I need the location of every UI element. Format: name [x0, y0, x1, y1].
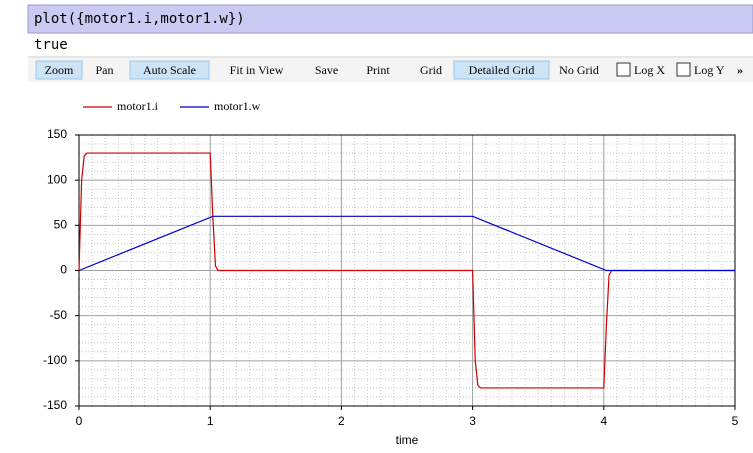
button-label: Zoom — [45, 63, 74, 77]
button-label: Print — [366, 63, 390, 77]
x-tick-label: 5 — [732, 414, 739, 428]
command-bar — [27, 4, 753, 34]
button-label: Save — [315, 63, 338, 77]
y-tick-label: 50 — [54, 218, 68, 232]
button-label: No Grid — [559, 63, 599, 77]
y-tick-label: 150 — [47, 127, 67, 141]
y-tick-label: -100 — [43, 353, 67, 367]
x-tick-label: 1 — [207, 414, 214, 428]
button-label: Fit in View — [230, 63, 284, 77]
toolbar-items: Zoom Pan Auto Scale Fit in View Save Print Gri… — [35, 60, 743, 80]
y-tick-label: 100 — [47, 172, 67, 186]
legend-label: motor1.i — [117, 99, 159, 113]
y-tick-label: -50 — [50, 308, 68, 322]
legend-label: motor1.w — [214, 99, 261, 113]
toolbar-button[interactable] — [35, 60, 83, 80]
button-label: Auto Scale — [143, 63, 196, 77]
series-line — [78, 215, 735, 272]
x-tick-label: 2 — [338, 414, 345, 428]
toolbar-button[interactable] — [453, 60, 550, 80]
y-tick-label: 0 — [60, 263, 67, 277]
x-tick-label: 3 — [469, 414, 476, 428]
more-button[interactable]: » — [737, 63, 743, 77]
output-text: true — [34, 37, 68, 53]
checkbox-label: Log Y — [694, 63, 725, 77]
series-line — [78, 152, 735, 389]
y-tick-label: -150 — [43, 398, 67, 412]
command-text: plot({motor1.i,motor1.w}) — [34, 11, 245, 27]
checkbox[interactable] — [616, 62, 631, 77]
button-label: Grid — [420, 63, 442, 77]
checkbox-label: Log X — [634, 63, 665, 77]
x-tick-label: 4 — [600, 414, 607, 428]
button-label: Pan — [96, 63, 114, 77]
plot: 0 1 2 3 4 5 -150 -100 -50 0 50 100 150 time motor1.i mo… — [43, 99, 739, 447]
checkbox[interactable] — [676, 62, 691, 77]
x-axis-label: time — [396, 433, 419, 447]
x-tick-label: 0 — [76, 414, 83, 428]
button-label: Detailed Grid — [469, 63, 535, 77]
toolbar-button[interactable] — [129, 60, 210, 80]
